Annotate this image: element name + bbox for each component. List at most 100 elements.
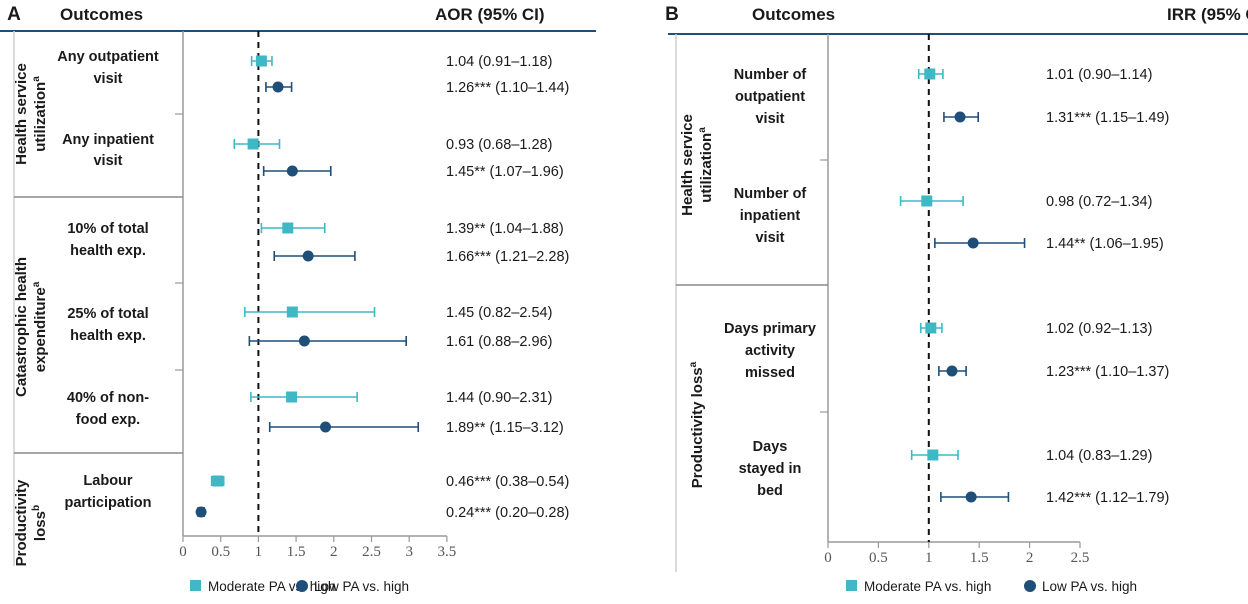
low-estimate-marker	[967, 237, 979, 249]
moderate-estimate-marker	[212, 475, 224, 487]
group-label: Productivity lossb	[13, 479, 49, 566]
outcome-label: activity	[745, 343, 795, 359]
panel-b: B Outcomes IRR (95% CI) 0 0.5 1 1.5 2 2.5 Health …	[665, 4, 1248, 594]
low-estimate-marker	[965, 491, 977, 503]
outcome-label: bed	[757, 483, 783, 499]
low-ci-text: 1.42*** (1.12–1.79)	[1046, 490, 1169, 506]
outcome-label: Days primary	[724, 321, 816, 337]
legend-low-swatch	[1024, 580, 1036, 592]
moderate-estimate-marker	[927, 449, 939, 461]
effect-header: AOR (95% CI)	[435, 5, 545, 24]
moderate-estimate-marker	[286, 391, 298, 403]
outcome-label: health exp.	[70, 328, 146, 344]
outcome-label: 25% of total	[67, 306, 148, 322]
moderate-ci-text: 1.02 (0.92–1.13)	[1046, 321, 1152, 337]
legend-moderate-swatch	[190, 580, 201, 591]
low-estimate-marker	[298, 335, 310, 347]
outcome-label: Any inpatient	[62, 132, 154, 148]
low-estimate-marker	[302, 250, 314, 262]
x-tick-label: 2	[1026, 550, 1034, 566]
low-ci-text: 1.31*** (1.15–1.49)	[1046, 110, 1169, 126]
outcome-label: Labour	[83, 473, 132, 489]
outcome-label: Days	[753, 439, 788, 455]
group-label-superscript: a	[688, 361, 699, 367]
moderate-ci-text: 1.04 (0.91–1.18)	[446, 54, 552, 70]
x-tick-label: 3	[405, 544, 413, 560]
moderate-ci-text: 1.45 (0.82–2.54)	[446, 305, 552, 321]
outcome-label: participation	[64, 495, 151, 511]
legend-low-label: Low PA vs. high	[1042, 579, 1137, 594]
group-label: Health service utilizationa	[679, 114, 715, 216]
outcome-label: stayed in	[739, 461, 802, 477]
outcome-label: 40% of non-	[67, 390, 149, 406]
x-tick-label: 1	[925, 550, 933, 566]
group-label-superscript: a	[31, 76, 42, 82]
outcome-label: food exp.	[76, 412, 140, 428]
panel-a: A Outcomes AOR (95% CI) 0 0.5 1 1.5 2 2.5 3 3.5 Hea…	[0, 4, 596, 594]
legend-moderate-swatch	[846, 580, 857, 591]
moderate-estimate-marker	[924, 68, 936, 80]
low-estimate-marker	[946, 365, 958, 377]
group-label-line2: utilizationa	[697, 127, 715, 203]
outcomes-header: Outcomes	[60, 5, 143, 24]
group-label-line1: Productivity lossa	[688, 361, 706, 488]
outcome-label: inpatient	[740, 208, 801, 224]
outcome-label: 10% of total	[67, 221, 148, 237]
x-tick-label: 2	[330, 544, 338, 560]
moderate-estimate-marker	[921, 195, 933, 207]
moderate-estimate-marker	[286, 306, 298, 318]
outcome-label: visit	[755, 230, 784, 246]
low-ci-text: 1.89** (1.15–3.12)	[446, 420, 564, 436]
moderate-estimate-marker	[925, 322, 937, 334]
panel-b-label: B	[665, 4, 679, 25]
moderate-ci-text: 1.44 (0.90–2.31)	[446, 390, 552, 406]
legend-low-swatch	[296, 580, 308, 592]
outcome-label: visit	[755, 111, 784, 127]
x-tick-label: 2.5	[362, 544, 381, 560]
group-label-superscript: a	[697, 127, 708, 133]
moderate-ci-text: 0.46*** (0.38–0.54)	[446, 474, 569, 490]
x-tick-label: 0	[179, 544, 187, 560]
x-tick-label: 3.5	[438, 544, 457, 560]
group-label-superscript: a	[31, 281, 42, 287]
outcome-label: visit	[93, 153, 122, 169]
group-label-line1: Health service	[679, 114, 696, 216]
legend-moderate-label: Moderate PA vs. high	[864, 579, 991, 594]
moderate-estimate-marker	[255, 55, 267, 67]
outcome-label: Any outpatient	[57, 49, 159, 65]
moderate-ci-text: 1.39** (1.04–1.88)	[446, 221, 564, 237]
x-tick-label: 1.5	[287, 544, 306, 560]
legend-low-label: Low PA vs. high	[314, 579, 409, 594]
outcome-label: Number of	[734, 67, 807, 83]
moderate-ci-text: 0.93 (0.68–1.28)	[446, 137, 552, 153]
panel-a-label: A	[7, 4, 21, 25]
x-tick-label: 1	[255, 544, 263, 560]
group-label: Catastrophic health expenditurea	[13, 257, 49, 397]
group-label-line1: Health service	[13, 63, 30, 165]
x-tick-label: 0.5	[211, 544, 230, 560]
group-label-line1: Catastrophic health	[13, 257, 30, 397]
low-estimate-marker	[286, 165, 298, 177]
low-ci-text: 1.23*** (1.10–1.37)	[1046, 364, 1169, 380]
moderate-estimate-marker	[247, 138, 259, 150]
low-ci-text: 1.26*** (1.10–1.44)	[446, 80, 569, 96]
low-ci-text: 1.44** (1.06–1.95)	[1046, 236, 1164, 252]
low-ci-text: 0.24*** (0.20–0.28)	[446, 505, 569, 521]
x-tick-label: 2.5	[1071, 550, 1090, 566]
group-label-line2: expenditurea	[31, 281, 49, 372]
x-tick-label: 1.5	[970, 550, 989, 566]
x-tick-label: 0.5	[869, 550, 888, 566]
low-estimate-marker	[320, 421, 332, 433]
moderate-estimate-marker	[282, 222, 294, 234]
group-label-line1: Productivity	[13, 479, 30, 566]
moderate-ci-text: 1.01 (0.90–1.14)	[1046, 67, 1152, 83]
low-estimate-marker	[954, 111, 966, 123]
group-label-superscript: b	[31, 505, 42, 511]
low-ci-text: 1.45** (1.07–1.96)	[446, 164, 564, 180]
low-ci-text: 1.61 (0.88–2.96)	[446, 334, 552, 350]
group-label-line2: utilizationa	[31, 76, 49, 152]
low-ci-text: 1.66*** (1.21–2.28)	[446, 249, 569, 265]
low-estimate-marker	[195, 506, 207, 518]
outcome-label: Number of	[734, 186, 807, 202]
